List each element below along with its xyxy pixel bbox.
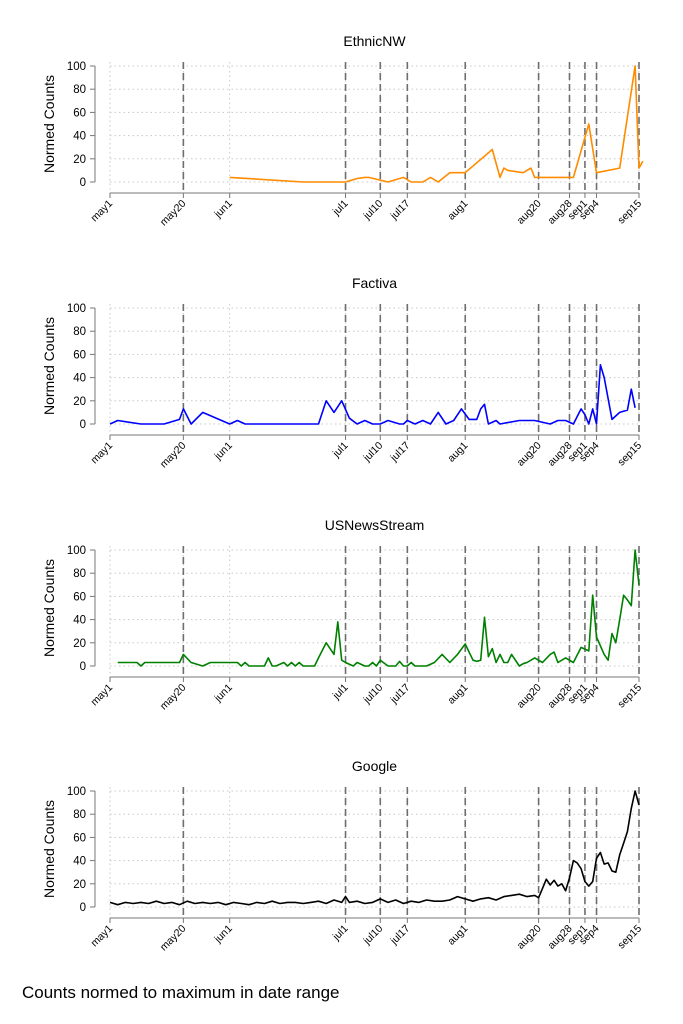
x-tick-label: jul17	[388, 682, 413, 707]
y-tick-label: 0	[80, 177, 86, 189]
y-tick-label: 100	[67, 786, 86, 798]
x-tick-label: jun1	[212, 440, 235, 463]
y-tick-label: 0	[80, 661, 86, 673]
x-tick-label: may1	[88, 923, 115, 950]
x-tick-label: jun1	[212, 682, 235, 705]
y-tick-label: 40	[73, 373, 86, 385]
y-tick-label: 60	[73, 107, 86, 119]
x-tick-label: jun1	[212, 198, 235, 221]
x-tick-label: jul17	[388, 198, 413, 223]
chart-title: USNewsStream	[325, 517, 425, 533]
x-tick-label: jul10	[361, 923, 386, 948]
x-tick-label: may20	[158, 682, 189, 713]
chart-panel-2: USNewsStream 0 20 40 60 80 100 Normed Counts may…	[41, 517, 644, 712]
x-tick-label: aug1	[445, 682, 470, 707]
y-axis-label: Normed Counts	[41, 75, 57, 173]
y-tick-label: 80	[73, 326, 86, 338]
x-tick-label: jul17	[388, 440, 413, 465]
series-line-Factiva	[109, 363, 636, 425]
x-tick-label: jul1	[330, 440, 351, 461]
y-tick-label: 0	[80, 419, 86, 431]
x-tick-label: jun1	[212, 923, 235, 946]
y-tick-label: 60	[73, 349, 86, 361]
x-tick-label: may20	[158, 198, 189, 229]
x-tick-label: aug20	[515, 682, 544, 711]
y-tick-label: 20	[73, 154, 86, 166]
y-tick-label: 80	[73, 809, 86, 821]
x-tick-label: sep15	[615, 198, 644, 227]
chart-title: Factiva	[352, 275, 397, 291]
x-tick-label: jul10	[361, 440, 386, 465]
y-axis-label: Normed Counts	[41, 317, 57, 415]
series-line-EthnicNW	[229, 65, 644, 183]
y-tick-label: 100	[67, 545, 86, 557]
x-tick-label: aug20	[515, 923, 544, 952]
figure-caption: Counts normed to maximum in date range	[22, 983, 340, 1002]
y-tick-label: 60	[73, 832, 86, 844]
x-tick-label: aug20	[515, 198, 544, 227]
y-axis-label: Normed Counts	[41, 800, 57, 898]
x-tick-label: aug20	[515, 440, 544, 469]
x-tick-label: jul10	[361, 682, 386, 707]
x-tick-label: aug1	[445, 440, 470, 465]
x-tick-label: aug1	[445, 923, 470, 948]
x-tick-label: may20	[158, 923, 189, 954]
y-axis-label: Normed Counts	[41, 559, 57, 657]
x-tick-label: may1	[88, 440, 115, 467]
x-tick-label: jul17	[388, 923, 413, 948]
y-tick-label: 100	[67, 61, 86, 73]
y-tick-label: 40	[73, 131, 86, 143]
x-tick-label: sep15	[615, 440, 644, 469]
chart-panel-1: Factiva 0 20 40 60 80 100 Normed Counts may1 may2…	[41, 275, 644, 470]
y-tick-label: 40	[73, 615, 86, 627]
chart-panel-3: Google 0 20 40 60 80 100 Normed Counts may1 may20…	[41, 758, 644, 953]
x-tick-label: sep15	[615, 923, 644, 952]
chart-panel-0: EthnicNW 0 20 40 60 80 100 Normed Counts may1 may…	[41, 33, 644, 228]
series-line-Google	[109, 790, 640, 906]
chart-title: EthnicNW	[343, 33, 406, 49]
y-tick-label: 80	[73, 84, 86, 96]
y-tick-label: 20	[73, 396, 86, 408]
y-tick-label: 60	[73, 591, 86, 603]
x-tick-label: may1	[88, 682, 115, 709]
x-tick-label: may1	[88, 198, 115, 225]
x-tick-label: jul1	[330, 923, 351, 944]
y-tick-label: 0	[80, 902, 86, 914]
x-tick-label: jul1	[330, 198, 351, 219]
x-tick-label: sep15	[615, 682, 644, 711]
chart-title: Google	[352, 758, 397, 774]
x-tick-label: may20	[158, 440, 189, 471]
x-tick-label: jul10	[361, 198, 386, 223]
y-tick-label: 80	[73, 568, 86, 580]
x-tick-label: jul1	[330, 682, 351, 703]
y-tick-label: 20	[73, 879, 86, 891]
y-tick-label: 20	[73, 638, 86, 650]
y-tick-label: 100	[67, 303, 86, 315]
x-tick-label: aug1	[445, 198, 470, 223]
series-line-USNewsStream	[117, 549, 640, 667]
y-tick-label: 40	[73, 856, 86, 868]
